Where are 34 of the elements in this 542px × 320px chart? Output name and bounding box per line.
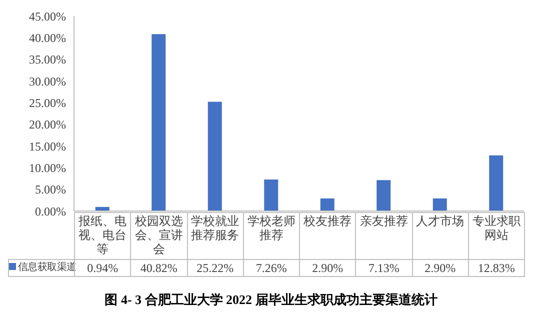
- x-tick-label: 报纸、电视、电台等: [74, 212, 130, 259]
- bar: [152, 34, 166, 211]
- y-tick-label: 35.00%: [29, 52, 66, 67]
- y-tick-label: 45.00%: [29, 9, 66, 24]
- y-tick-label: 10.00%: [29, 160, 66, 175]
- y-tick-label: 15.00%: [29, 139, 66, 154]
- data-label: 7.13%: [355, 259, 412, 276]
- bar: [264, 180, 278, 211]
- x-tick-label: 学校就业推荐服务: [186, 212, 243, 259]
- text: 图 4- 3 合肥工业大学 2022 届毕业生求职成功主要渠道统计: [104, 291, 438, 309]
- data-label: 40.82%: [130, 259, 186, 276]
- data-label: 2.90%: [412, 259, 468, 276]
- y-tick-label: 25.00%: [29, 96, 66, 110]
- bar: [376, 180, 391, 211]
- bar: [432, 198, 447, 211]
- bar: [320, 198, 334, 211]
- data-label: 25.22%: [186, 259, 243, 276]
- y-tick-label: 0.00%: [35, 204, 66, 218]
- y-tick-label: 20.00%: [29, 118, 66, 132]
- x-tick-label: 校友推荐: [299, 212, 356, 259]
- data-label: 0.94%: [87, 261, 118, 275]
- bar: [208, 102, 222, 211]
- x-tick-label: 人才市场: [412, 212, 468, 259]
- data-label: 7.26%: [242, 259, 299, 276]
- bar: [489, 155, 504, 211]
- x-tick-label: 亲友推荐: [355, 212, 412, 259]
- x-tick-label: 校园双选会、宣讲会: [130, 212, 186, 259]
- x-tick-label: 学校老师推荐: [242, 212, 299, 259]
- y-tick-label: 5.00%: [35, 182, 66, 197]
- y-tick-label: 40.00%: [29, 30, 66, 45]
- x-tick-label: 专业求职网站: [468, 212, 524, 259]
- data-label: 2.90%: [299, 259, 356, 276]
- y-tick-label: 30.00%: [29, 74, 66, 88]
- data-label: 12.83%: [468, 259, 524, 276]
